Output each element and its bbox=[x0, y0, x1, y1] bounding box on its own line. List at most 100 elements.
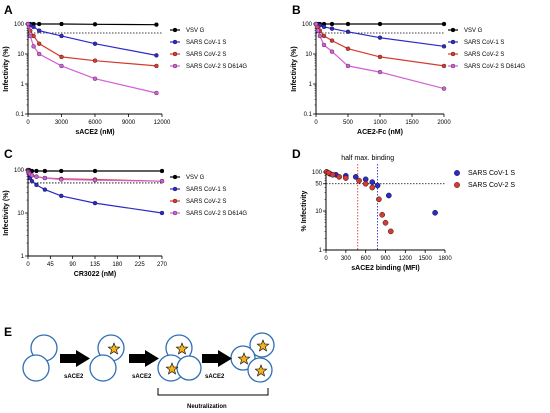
legend-label: SARS CoV-2 S bbox=[186, 52, 226, 58]
x-tick-label: 45 bbox=[47, 262, 54, 268]
data-point bbox=[37, 41, 42, 46]
data-point bbox=[25, 21, 31, 27]
series-vsv-g bbox=[25, 167, 165, 174]
bracket-label: Neutralization bbox=[187, 404, 227, 410]
x-tick-label: 300 bbox=[341, 256, 352, 262]
legend-label: SARS CoV-2 S D614G bbox=[464, 64, 525, 70]
legend-marker bbox=[172, 186, 178, 192]
data-point bbox=[336, 174, 343, 180]
y-tick-label: 100 bbox=[312, 170, 323, 176]
x-tick-label: 12000 bbox=[154, 120, 171, 126]
y-tick-label: 100 bbox=[302, 22, 313, 28]
neutralization-diagram: sACE2 sACE2 sACE2 Neutralization bbox=[22, 332, 275, 410]
series-sars-cov-1-s bbox=[25, 167, 165, 216]
data-point bbox=[362, 180, 369, 187]
series-line bbox=[27, 169, 163, 214]
data-point bbox=[369, 179, 376, 185]
legend-marker bbox=[172, 210, 178, 216]
arrow-3: sACE2 bbox=[202, 350, 232, 380]
legend-label: SARS CoV-2 S bbox=[186, 199, 226, 205]
data-point bbox=[92, 41, 98, 46]
x-tick-label: 0 bbox=[324, 256, 328, 262]
x-axis-title: sACE2 (nM) bbox=[75, 129, 114, 136]
data-point bbox=[379, 211, 385, 218]
star-icon bbox=[165, 362, 179, 375]
x-tick-label: 3000 bbox=[55, 120, 69, 126]
data-point bbox=[31, 24, 36, 30]
series-vsv-g bbox=[25, 21, 159, 27]
data-point bbox=[329, 49, 335, 54]
legend-marker bbox=[450, 63, 456, 69]
data-point bbox=[59, 177, 64, 182]
panel-label-d: D bbox=[292, 147, 301, 161]
series-sars-cov-2-s-d614g bbox=[25, 21, 159, 96]
data-point bbox=[31, 44, 36, 49]
x-axis-title: CR3022 (nM) bbox=[74, 271, 116, 278]
x-tick-label: 1000 bbox=[373, 120, 387, 126]
chart-c: 0 45 90 135 180 225 270 1 10 100 VSV G SARS CoV-1 S… bbox=[3, 167, 247, 278]
data-point bbox=[386, 192, 392, 199]
series-vsv-g bbox=[313, 21, 447, 27]
x-tick-label: 0 bbox=[26, 262, 30, 268]
x-tick-label: 900 bbox=[380, 256, 391, 262]
y-tick-label: 10 bbox=[305, 52, 312, 58]
series-sars-cov-2-s bbox=[323, 169, 394, 235]
data-point bbox=[321, 42, 327, 48]
data-point bbox=[329, 171, 336, 178]
y-tick-label: 10 bbox=[17, 211, 24, 217]
chart-d: 0 300 600 900 1200 1500 1800 1 10 50 100 half max. … bbox=[301, 155, 515, 272]
y-tick-label: 1 bbox=[21, 82, 25, 88]
legend-marker bbox=[172, 27, 178, 33]
data-point bbox=[159, 179, 165, 184]
data-point bbox=[374, 182, 381, 189]
data-point bbox=[59, 168, 64, 174]
legend-label: SARS CoV-1 S bbox=[186, 40, 226, 46]
x-tick-label: 1800 bbox=[438, 256, 452, 262]
x-tick-label: 600 bbox=[361, 256, 372, 262]
data-point bbox=[34, 168, 39, 174]
y-tick-label: 100 bbox=[14, 22, 25, 28]
data-point bbox=[37, 21, 42, 27]
data-point bbox=[441, 63, 447, 69]
data-point bbox=[92, 200, 98, 206]
data-point bbox=[377, 54, 383, 60]
legend-marker bbox=[172, 174, 178, 180]
cell-pair-3 bbox=[157, 334, 202, 382]
series-line bbox=[315, 23, 445, 67]
y-tick-label: 50 bbox=[315, 182, 322, 188]
data-point bbox=[29, 173, 35, 178]
data-point bbox=[345, 21, 351, 27]
arrow-2: sACE2 bbox=[129, 350, 159, 380]
x-tick-label: 270 bbox=[157, 262, 168, 268]
data-point bbox=[343, 175, 349, 181]
legend-marker bbox=[172, 198, 178, 204]
series-line bbox=[27, 23, 157, 94]
data-point bbox=[329, 26, 335, 31]
legend-marker bbox=[172, 51, 178, 57]
data-point bbox=[329, 38, 335, 43]
x-tick-label: 1500 bbox=[405, 120, 419, 126]
star-icon bbox=[175, 342, 189, 355]
data-point bbox=[377, 21, 383, 27]
star-icon bbox=[237, 352, 251, 365]
data-point bbox=[376, 196, 382, 203]
star-icon bbox=[256, 339, 270, 352]
data-point bbox=[321, 33, 327, 39]
data-point bbox=[154, 22, 159, 27]
cell-cluster-4 bbox=[230, 332, 275, 383]
data-point bbox=[356, 177, 362, 184]
data-point bbox=[329, 21, 335, 27]
x-tick-label: 9000 bbox=[122, 120, 136, 126]
data-point bbox=[42, 168, 48, 174]
legend-marker bbox=[454, 170, 460, 176]
half-max-annotation: half max. binding bbox=[341, 155, 394, 162]
data-point bbox=[59, 33, 64, 39]
series-line bbox=[27, 23, 157, 67]
legend-marker bbox=[454, 182, 460, 188]
data-point bbox=[369, 184, 376, 191]
y-tick-label: 100 bbox=[14, 168, 25, 174]
arrow-label-2: sACE2 bbox=[132, 374, 152, 380]
x-tick-label: 1200 bbox=[399, 256, 413, 262]
cell-pair-2 bbox=[89, 334, 125, 382]
legend-label: SARS CoV-1 S bbox=[468, 170, 515, 177]
